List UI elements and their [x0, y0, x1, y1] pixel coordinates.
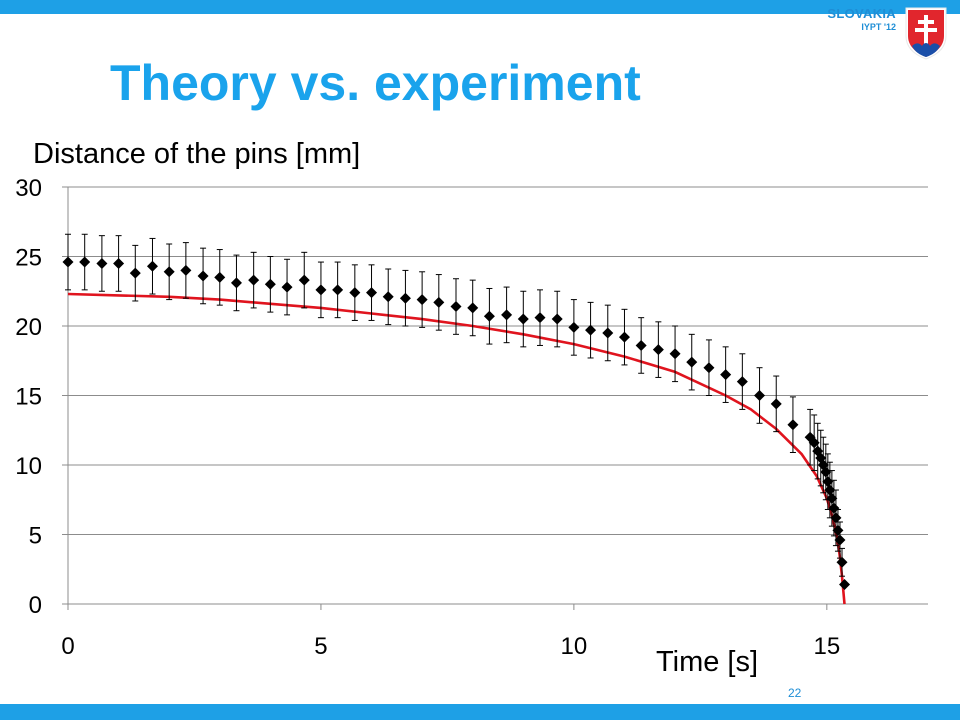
data-point-28: [534, 312, 546, 324]
data-point-5: [146, 260, 158, 272]
data-point-3: [113, 257, 125, 269]
brand-country: SLOVAKIA: [827, 6, 896, 21]
data-point-25: [483, 310, 495, 322]
y-axis-label: Distance of the pins [mm]: [33, 138, 360, 170]
x-tick-label-3: 15: [813, 633, 840, 660]
data-point-20: [399, 292, 411, 304]
data-point-56: [834, 534, 846, 546]
data-point-14: [298, 274, 310, 286]
axes: [62, 186, 928, 610]
slide-title: Theory vs. experiment: [110, 55, 641, 111]
data-point-42: [770, 398, 782, 410]
data-point-27: [517, 313, 529, 325]
data-point-18: [366, 287, 378, 299]
data-point-1: [79, 256, 91, 268]
data-point-6: [163, 266, 175, 278]
data-point-22: [433, 296, 445, 308]
x-axis-label: Time [s]: [656, 646, 758, 678]
data-point-50: [822, 476, 834, 488]
top-accent-bar: [0, 0, 960, 14]
data-point-33: [618, 331, 630, 343]
data-point-39: [720, 369, 732, 381]
bottom-accent-bar: [0, 704, 960, 720]
grid-lines: [68, 186, 928, 535]
data-point-13: [281, 281, 293, 293]
data-point-49: [820, 466, 832, 478]
brand-block: SLOVAKIA IYPT '12: [827, 6, 896, 32]
data-point-7: [180, 264, 192, 276]
page-number: 22: [788, 686, 802, 700]
data-point-21: [416, 294, 428, 306]
data-point-17: [349, 287, 361, 299]
experimental-points-series: [62, 256, 851, 591]
brand-event: IYPT '12: [861, 22, 896, 32]
data-point-41: [754, 390, 766, 401]
data-point-34: [635, 339, 647, 351]
data-point-23: [450, 301, 462, 313]
y-tick-label-1: 5: [29, 523, 42, 550]
slovak-coat-of-arms-icon: [905, 7, 947, 60]
data-point-0: [62, 256, 74, 268]
data-point-4: [129, 267, 141, 279]
theory-curve-series: [67, 292, 846, 605]
data-point-12: [264, 278, 276, 290]
data-point-30: [568, 321, 580, 333]
data-point-52: [826, 492, 838, 504]
data-point-10: [230, 277, 242, 289]
data-point-40: [736, 376, 748, 388]
x-tick-label-1: 5: [314, 633, 327, 660]
data-point-9: [214, 271, 226, 283]
data-point-37: [686, 356, 698, 368]
data-point-58: [839, 579, 851, 591]
y-tick-label-0: 0: [29, 592, 42, 619]
data-point-36: [669, 348, 681, 360]
data-point-38: [703, 362, 715, 374]
data-point-53: [828, 502, 840, 514]
data-point-19: [382, 291, 394, 303]
x-tick-label-0: 0: [61, 633, 74, 660]
data-point-15: [315, 284, 327, 296]
data-point-51: [824, 484, 836, 496]
y-tick-label-5: 25: [15, 245, 42, 272]
y-tick-label-6: 30: [15, 175, 42, 202]
data-point-55: [832, 524, 844, 536]
data-point-32: [602, 327, 614, 339]
y-tick-label-2: 10: [15, 453, 42, 480]
data-point-45: [808, 437, 820, 449]
data-point-57: [836, 556, 848, 568]
data-point-2: [96, 257, 108, 269]
data-point-35: [652, 344, 664, 356]
theory-curve: [67, 292, 846, 605]
data-point-11: [248, 274, 260, 286]
y-tick-label-4: 20: [15, 314, 42, 341]
y-tick-label-3: 15: [15, 384, 42, 411]
data-point-31: [585, 324, 597, 336]
data-point-8: [197, 270, 209, 282]
x-tick-labels: 0 5 10 15: [61, 633, 840, 660]
y-tick-labels: 0 5 10 15 20 25 30: [15, 175, 42, 619]
data-point-29: [551, 313, 563, 325]
data-point-26: [501, 309, 513, 321]
x-tick-label-2: 10: [561, 633, 588, 660]
data-point-16: [332, 284, 344, 296]
data-point-24: [467, 302, 479, 314]
data-point-43: [787, 419, 799, 431]
data-point-54: [830, 512, 842, 524]
error-bars: [65, 233, 845, 577]
